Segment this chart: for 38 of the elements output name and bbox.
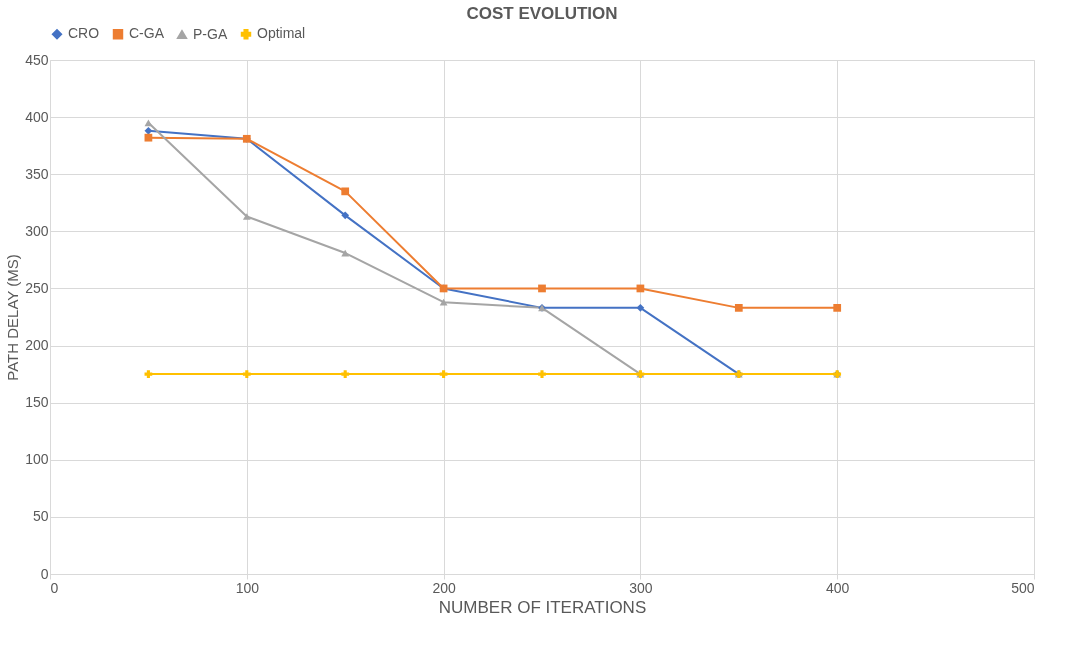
y-tick-label: 350 [25, 165, 49, 182]
y-tick-label: 200 [25, 337, 49, 354]
point [341, 211, 350, 220]
point [341, 370, 350, 378]
legend-label: C-GA [129, 25, 165, 42]
x-tick-label: 500 [1011, 579, 1035, 596]
point [833, 303, 842, 312]
legend-label: Optimal [257, 25, 306, 42]
y-axis-title: PATH DELAY (MS) [4, 254, 22, 381]
x-tick-label: 400 [826, 579, 850, 596]
y-tick-label: 450 [25, 51, 49, 68]
point [439, 298, 448, 306]
x-tick-label: 300 [629, 579, 653, 596]
y-tick-label: 250 [25, 279, 49, 296]
point [144, 119, 153, 127]
y-tick-label: 50 [32, 508, 49, 525]
x-tick-label: 100 [235, 579, 260, 596]
y-tick-label: 100 [25, 451, 49, 468]
x-tick-label: 200 [432, 579, 456, 596]
point [144, 370, 153, 378]
y-tick-label: 300 [25, 222, 49, 239]
point [538, 370, 546, 378]
legend-label: CRO [68, 25, 100, 42]
legend-label: P-GA [193, 25, 228, 42]
y-tick-label: 400 [25, 108, 49, 125]
chart-title: COST EVOLUTION [466, 4, 618, 23]
point [734, 303, 743, 312]
x-axis-title: NUMBER OF ITERATIONS [438, 597, 647, 617]
y-tick-label: 150 [25, 394, 49, 411]
point [341, 187, 350, 196]
point [242, 213, 251, 220]
point [636, 303, 645, 312]
point [242, 370, 251, 378]
point [538, 284, 546, 293]
point [439, 370, 448, 378]
point [144, 126, 153, 135]
point [144, 133, 153, 142]
y-tick-label: 0 [40, 565, 49, 582]
